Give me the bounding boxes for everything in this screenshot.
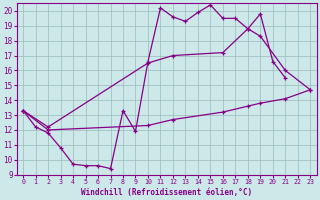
X-axis label: Windchill (Refroidissement éolien,°C): Windchill (Refroidissement éolien,°C) bbox=[81, 188, 252, 197]
